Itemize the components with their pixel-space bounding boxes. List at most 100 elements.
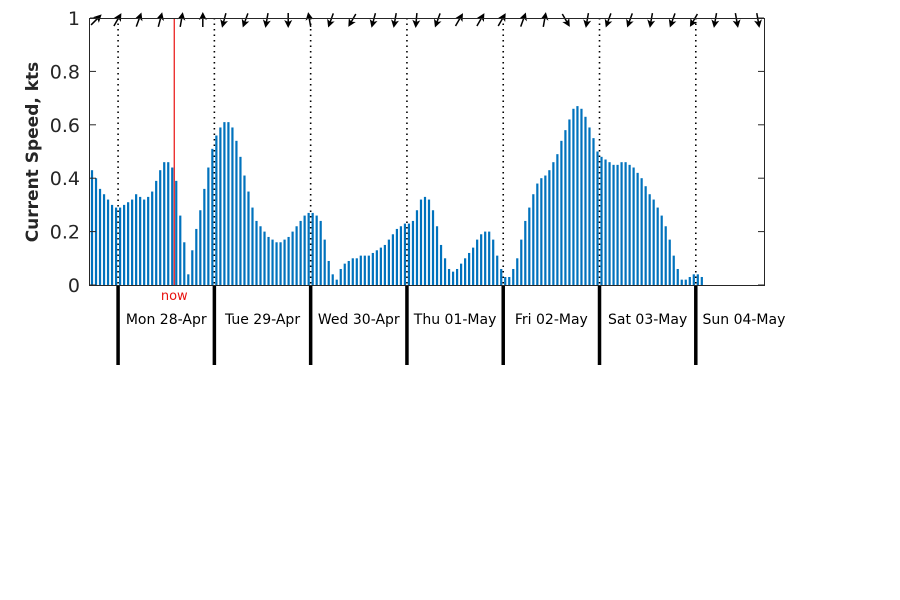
bar <box>363 255 366 285</box>
direction-arrow <box>134 12 143 27</box>
bar <box>612 164 615 285</box>
bar <box>540 178 543 285</box>
bar <box>227 122 230 285</box>
bar <box>267 236 270 285</box>
arrow-head <box>284 20 293 28</box>
bar <box>423 196 427 285</box>
bar <box>584 116 587 285</box>
arrow-head <box>327 18 335 28</box>
arrow-head <box>732 19 741 28</box>
bar <box>255 220 258 285</box>
bar <box>628 164 631 285</box>
bar <box>183 242 186 285</box>
arrow-head <box>241 18 250 28</box>
arrow-head <box>711 19 720 28</box>
bar <box>355 258 358 285</box>
bar <box>127 202 130 285</box>
bar <box>644 186 647 285</box>
bar <box>347 260 350 285</box>
bar <box>664 226 667 285</box>
bar <box>223 122 226 285</box>
bar <box>608 162 611 285</box>
bar <box>319 220 322 285</box>
bar <box>692 274 695 285</box>
bar <box>435 226 439 285</box>
bar <box>335 279 338 285</box>
arrow-head <box>348 18 356 27</box>
bar <box>207 167 210 285</box>
bar <box>118 207 122 285</box>
y-tick-label: 0.2 <box>50 222 80 244</box>
bar <box>371 252 374 285</box>
day-label: Thu 01-May <box>413 312 497 328</box>
bar <box>98 188 102 285</box>
bar <box>596 151 599 285</box>
bar <box>251 207 254 285</box>
arrow-head <box>498 13 506 22</box>
y-tick-label: 1 <box>68 8 80 30</box>
x-axis-day-labels: Mon 28-Apr Tue 29-Apr Wed 30-Apr Thu 01-May… <box>126 312 786 328</box>
bar <box>387 239 390 285</box>
bar <box>191 250 194 285</box>
bar <box>339 268 342 285</box>
day-divider-lines <box>116 18 698 365</box>
bar <box>568 119 571 286</box>
bar <box>175 180 178 285</box>
arrow-head <box>369 18 378 28</box>
bar <box>616 164 619 285</box>
arrow-head <box>134 12 143 22</box>
plot-frame <box>89 18 765 286</box>
bar <box>279 242 282 285</box>
bar <box>211 148 214 285</box>
bar <box>283 239 286 285</box>
bar <box>383 244 386 285</box>
bar <box>528 207 531 285</box>
bar <box>139 196 142 285</box>
bar <box>399 226 403 285</box>
day-label: Mon 28-Apr <box>126 312 207 328</box>
bar <box>307 212 310 285</box>
bar <box>632 167 635 285</box>
bar <box>311 212 314 285</box>
bar <box>143 199 146 285</box>
day-label: Fri 02-May <box>515 312 588 328</box>
bar <box>672 255 675 285</box>
day-label: Tue 29-Apr <box>224 312 300 328</box>
bar <box>94 178 98 285</box>
bar <box>231 127 234 285</box>
bar <box>460 263 463 285</box>
bar <box>688 276 691 285</box>
bar <box>504 276 507 285</box>
y-tick-label: 0 <box>68 275 80 297</box>
bar <box>271 239 274 285</box>
bar <box>544 175 547 285</box>
bar <box>620 162 623 285</box>
bar <box>624 162 627 285</box>
bar <box>391 234 395 285</box>
bar <box>676 268 679 285</box>
bar <box>464 258 467 285</box>
bar <box>106 199 110 285</box>
bar <box>163 162 166 285</box>
bar <box>564 130 567 285</box>
bar <box>287 236 290 285</box>
bar <box>167 162 170 285</box>
bar <box>600 156 603 285</box>
bar <box>492 239 495 285</box>
bar-series <box>90 106 703 286</box>
bar <box>520 239 523 285</box>
y-tick-label: 0.8 <box>50 61 80 83</box>
now-marker: now <box>161 18 188 304</box>
arrow-head <box>455 13 463 22</box>
bar <box>219 127 222 285</box>
bar <box>524 220 527 285</box>
arrow-head <box>476 13 485 22</box>
y-axis: 0 0.2 0.4 0.6 0.8 1 <box>50 8 764 297</box>
bar <box>179 215 182 285</box>
bar <box>303 215 306 285</box>
bar <box>648 194 651 285</box>
bar <box>439 244 443 285</box>
arrow-head <box>220 18 228 28</box>
arrow-head <box>689 18 698 27</box>
